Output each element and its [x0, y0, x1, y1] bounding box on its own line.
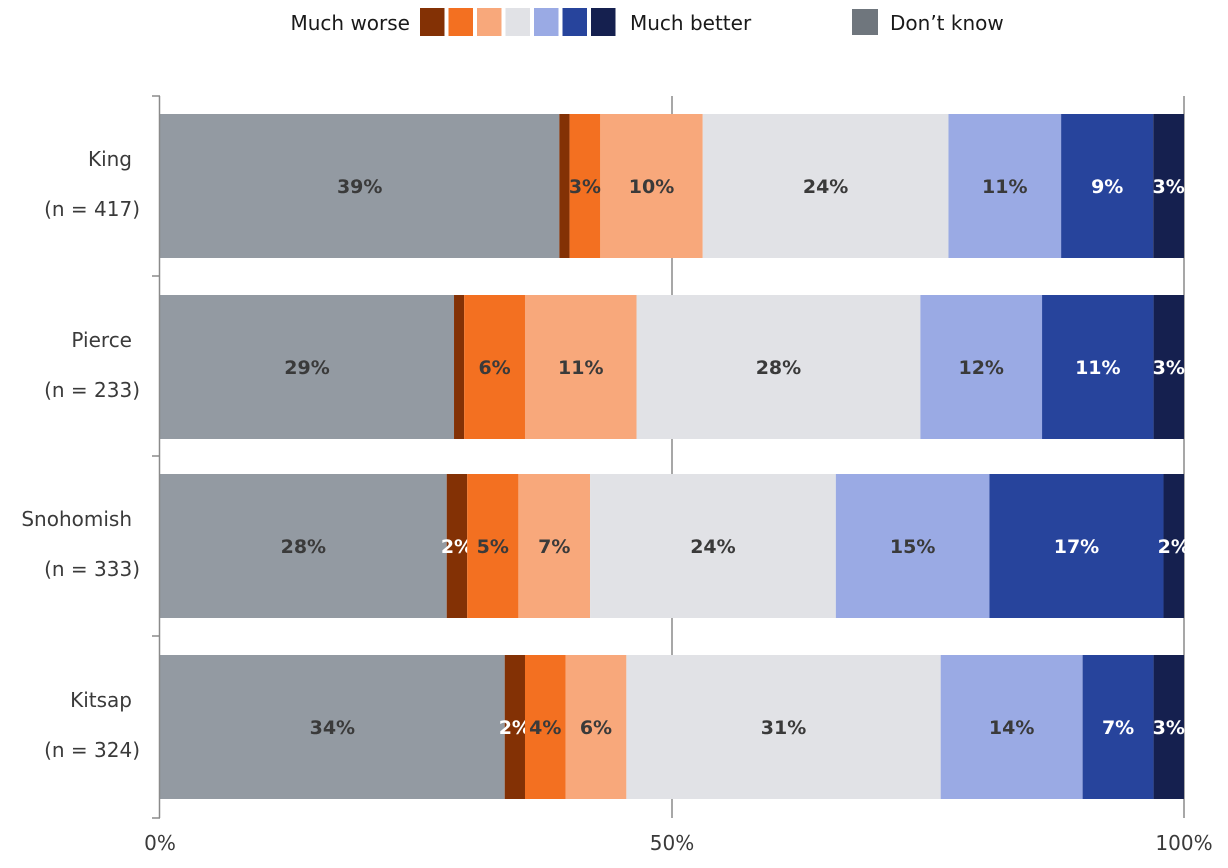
data-label-slightly-worse: 11% [558, 357, 603, 379]
category-label: King [88, 147, 132, 171]
bar-segment-better [1082, 655, 1154, 799]
bar-segment-no-change [702, 114, 949, 258]
data-label-dont-know: 29% [284, 357, 329, 379]
data-label-much-better: 3% [1153, 176, 1185, 198]
legend-swatch-1 [420, 8, 445, 36]
bar-segment-much-better [1153, 114, 1184, 258]
category-label: Kitsap [70, 688, 132, 712]
category-n-label: (n = 333) [44, 557, 140, 581]
legend-swatch-6 [562, 8, 587, 36]
x-tick-label: 0% [144, 831, 176, 855]
data-label-better: 7% [1102, 717, 1134, 739]
bar-segment-much-worse [559, 114, 570, 258]
legend-swatch-4 [505, 8, 530, 36]
bar-segment-much-better [1163, 474, 1184, 618]
bar-segment-no-change [626, 655, 941, 799]
bar-segment-slightly-better [948, 114, 1062, 258]
category-label: Pierce [71, 328, 132, 352]
legend-dont-know-swatch [852, 9, 878, 35]
data-label-slightly-worse: 7% [538, 536, 570, 558]
data-label-no-change: 24% [803, 176, 848, 198]
bar-segment-slightly-worse [524, 295, 637, 439]
axes [152, 95, 161, 819]
data-label-much-better: 3% [1153, 357, 1185, 379]
legend: Much worse Much better Don’t know [290, 8, 1004, 36]
category-label: Snohomish [21, 507, 132, 531]
category-n-label: (n = 233) [44, 378, 140, 402]
data-label-no-change: 31% [761, 717, 806, 739]
bars: 39% 3% 10% 24% 11% 9% 3% 29% 6% 11% 28% 12% 11% 3% 28%… [160, 114, 1190, 799]
data-label-much-worse: 2% [499, 717, 531, 739]
legend-swatch-2 [448, 8, 473, 36]
legend-dont-know-label: Don’t know [890, 11, 1004, 35]
bar-segment-much-worse [454, 295, 465, 439]
data-label-worse: 5% [477, 536, 509, 558]
bar-row-snohomish: 28% 2% 5% 7% 24% 15% 17% 2% [160, 474, 1190, 618]
data-label-no-change: 24% [690, 536, 735, 558]
data-label-slightly-better: 11% [982, 176, 1027, 198]
legend-scale-swatches [420, 8, 616, 36]
bar-segment-slightly-worse [565, 655, 627, 799]
legend-swatch-7 [591, 8, 616, 36]
data-label-slightly-worse: 6% [580, 717, 612, 739]
bar-segment-much-better [1153, 655, 1184, 799]
bar-segment-worse [464, 295, 525, 439]
data-label-slightly-better: 15% [890, 536, 935, 558]
data-label-much-better: 2% [1158, 536, 1190, 558]
bar-segment-worse [467, 474, 519, 618]
data-label-dont-know: 39% [337, 176, 382, 198]
bar-segment-worse [569, 114, 601, 258]
category-n-label: (n = 324) [44, 738, 140, 762]
bar-segment-better [989, 474, 1164, 618]
bar-segment-much-worse [446, 474, 468, 618]
legend-swatch-3 [477, 8, 502, 36]
category-labels: King (n = 417) Pierce (n = 233) Snohomish (n … [21, 147, 140, 762]
legend-swatch-5 [534, 8, 559, 36]
bar-row-pierce: 29% 6% 11% 28% 12% 11% 3% [160, 295, 1185, 439]
bar-segment-dont-know [160, 295, 455, 439]
data-label-dont-know: 34% [310, 717, 355, 739]
x-tick-labels: 0% 50% 100% [144, 831, 1212, 855]
data-label-much-better: 3% [1153, 717, 1185, 739]
bar-segment-no-change [590, 474, 836, 618]
bar-segment-no-change [636, 295, 921, 439]
x-tick-label: 100% [1155, 831, 1212, 855]
bar-segment-dont-know [160, 474, 447, 618]
bar-segment-much-better [1153, 295, 1184, 439]
bar-segment-slightly-worse [518, 474, 591, 618]
data-label-much-worse: 2% [441, 536, 473, 558]
category-n-label: (n = 417) [44, 197, 140, 221]
bar-segment-slightly-better [920, 295, 1043, 439]
data-label-better: 11% [1075, 357, 1120, 379]
data-label-slightly-better: 14% [989, 717, 1034, 739]
data-label-dont-know: 28% [281, 536, 326, 558]
data-label-worse: 6% [478, 357, 510, 379]
data-label-better: 17% [1054, 536, 1099, 558]
data-label-worse: 4% [529, 717, 561, 739]
bar-segment-worse [524, 655, 566, 799]
legend-much-better-label: Much better [630, 11, 752, 35]
bar-row-kitsap: 34% 2%4% 6% 31% 14% 7% 3% [160, 655, 1185, 799]
bar-segment-slightly-better [835, 474, 990, 618]
data-label-better: 9% [1091, 176, 1123, 198]
bar-segment-better [1061, 114, 1154, 258]
bar-segment-slightly-better [940, 655, 1083, 799]
data-label-worse: 3% [569, 176, 601, 198]
bar-segment-dont-know [160, 655, 505, 799]
bar-segment-dont-know [160, 114, 560, 258]
bar-segment-much-worse [504, 655, 525, 799]
x-tick-label: 50% [650, 831, 694, 855]
legend-much-worse-label: Much worse [290, 11, 410, 35]
data-label-no-change: 28% [756, 357, 801, 379]
bar-row-king: 39% 3% 10% 24% 11% 9% 3% [160, 114, 1185, 258]
bar-segment-better [1042, 295, 1154, 439]
data-label-slightly-worse: 10% [629, 176, 674, 198]
bar-segment-slightly-worse [600, 114, 703, 258]
data-label-slightly-better: 12% [958, 357, 1003, 379]
